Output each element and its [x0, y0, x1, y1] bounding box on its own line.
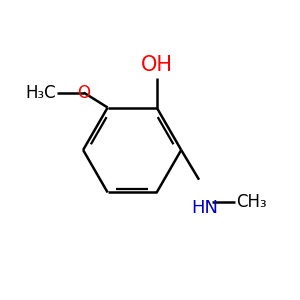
Text: OH: OH	[141, 56, 173, 75]
Text: HN: HN	[191, 199, 218, 217]
Text: H₃C: H₃C	[25, 84, 56, 102]
Text: CH₃: CH₃	[236, 193, 267, 211]
Text: O: O	[77, 84, 90, 102]
